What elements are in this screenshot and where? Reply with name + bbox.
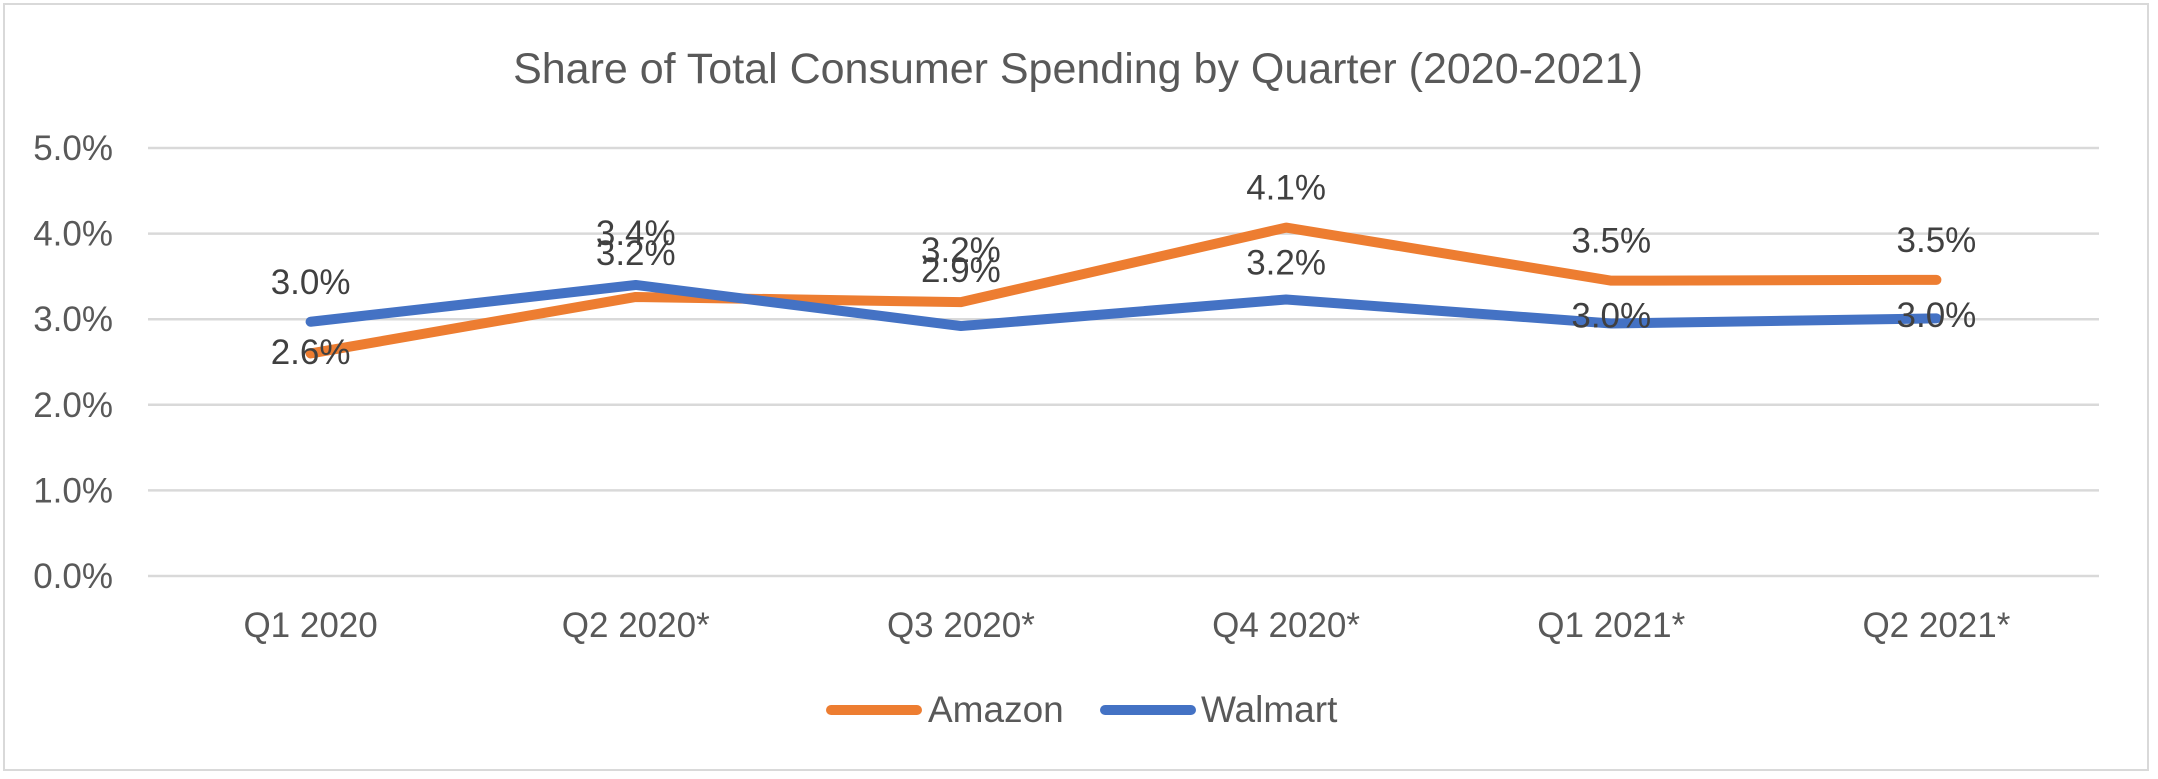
x-tick-label: Q1 2021* [1537,606,1685,645]
data-label-amazon: 4.1% [1246,169,1326,208]
data-label-walmart: 3.0% [1897,296,1977,335]
x-tick-label: Q1 2020 [243,606,377,645]
data-label-walmart: 3.0% [271,263,351,302]
data-label-walmart: 3.4% [596,214,676,253]
data-label-amazon: 3.5% [1897,221,1977,260]
x-tick-label: Q4 2020* [1212,606,1360,645]
y-tick-label: 5.0% [33,129,113,168]
data-label-amazon: 3.2% [596,234,676,273]
x-tick-label: Q2 2021* [1862,606,2010,645]
data-labels: 2.6%3.0%3.2%3.4% 3.2%2.9%4.1%3.2%3.5%3.0%… [271,169,1977,372]
legend-item-amazon: Amazon [826,689,1064,730]
legend: Amazon Walmart [826,689,1338,730]
chart-frame [3,3,2149,771]
data-label-walmart: 3.0% [1571,297,1651,336]
series-lines [305,222,1942,359]
chart-title: Share of Total Consumer Spending by Quar… [513,45,1643,93]
y-tick-label: 1.0% [33,471,113,510]
y-tick-label: 3.0% [33,300,113,339]
legend-item-walmart: Walmart [1100,689,1338,730]
y-tick-label: 4.0% [33,215,113,254]
data-label-amazon: 3.5% [1571,222,1651,261]
series-line-amazon [305,222,1942,359]
legend-label: Amazon [928,689,1064,730]
data-label-walmart: 3.2% [1246,244,1326,283]
data-label-walmart: 2.9% [921,251,1001,290]
x-tick-label: Q2 2020* [562,606,710,645]
series-line-walmart [305,279,1942,332]
x-tick-label: Q3 2020* [887,606,1035,645]
legend-label: Walmart [1201,689,1338,730]
data-label-amazon: 3.2% [921,231,1001,270]
data-label-amazon: 2.6% [271,333,351,372]
y-tick-label: 2.0% [33,386,113,425]
y-axis-tick-labels: 0.0% 1.0% 2.0% 3.0% 4.0% 5.0% [33,129,113,596]
gridlines [148,146,2099,578]
y-tick-label: 0.0% [33,557,113,596]
x-axis-tick-labels: Q1 2020 Q2 2020* Q3 2020* Q4 2020* Q1 2021* Q… [243,606,2010,645]
